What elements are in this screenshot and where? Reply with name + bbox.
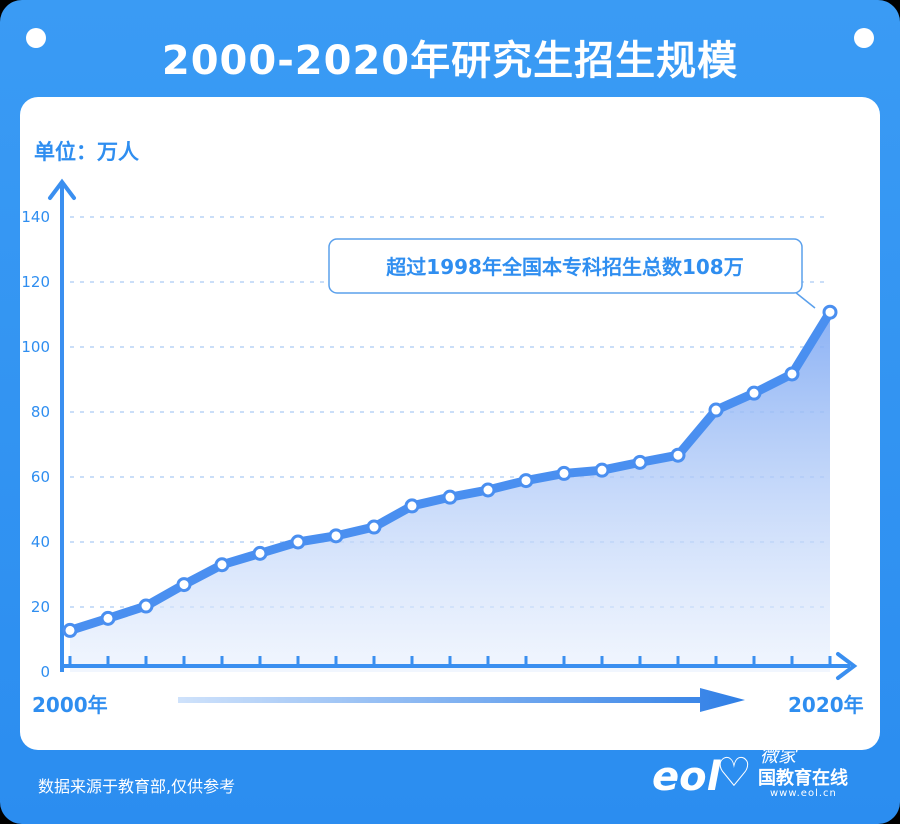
corner-dot bbox=[26, 28, 46, 48]
data-point bbox=[214, 557, 230, 573]
data-point bbox=[708, 402, 724, 418]
unit-label: 单位：万人 bbox=[34, 140, 139, 164]
data-point bbox=[252, 545, 268, 561]
heart-icon: ♡ bbox=[716, 750, 752, 796]
data-point bbox=[176, 577, 192, 593]
data-point bbox=[632, 454, 648, 470]
y-tick-label: 120 bbox=[21, 273, 50, 291]
data-point bbox=[366, 519, 382, 535]
data-point bbox=[100, 610, 116, 626]
x-start-label: 2000年 bbox=[32, 693, 108, 717]
data-point bbox=[594, 462, 610, 478]
y-tick-label: 140 bbox=[21, 208, 50, 226]
x-end-label: 2020年 bbox=[788, 693, 864, 717]
y-tick-label: 60 bbox=[31, 468, 50, 486]
data-point bbox=[62, 622, 78, 638]
brand-name: 国教育在线 bbox=[758, 768, 848, 789]
callout-box bbox=[328, 238, 803, 294]
data-point bbox=[328, 528, 344, 544]
source-note: 数据来源于教育部,仅供参考 bbox=[38, 777, 236, 796]
y-tick-labels: 0 20 40 60 80 100 120 140 bbox=[21, 208, 50, 681]
corner-dot bbox=[854, 28, 874, 48]
data-point bbox=[746, 385, 762, 401]
data-point bbox=[556, 465, 572, 481]
timeline-arrow bbox=[178, 688, 745, 712]
area-fill bbox=[70, 312, 830, 672]
callout-pointer bbox=[794, 291, 816, 309]
data-point bbox=[822, 304, 838, 320]
y-tick-label: 100 bbox=[21, 338, 50, 356]
data-point bbox=[404, 498, 420, 514]
brand-logo: eol ♡ 微家 国教育在线 www.eol.cn bbox=[652, 746, 882, 808]
y-tick-label: 0 bbox=[40, 663, 50, 681]
y-axis-arrow bbox=[48, 178, 76, 200]
data-point bbox=[518, 473, 534, 489]
callout-text: 超过1998年全国本专科招生总数108万 bbox=[385, 255, 743, 279]
data-point bbox=[480, 482, 496, 498]
annotation-callout: 超过1998年全国本专科招生总数108万 bbox=[328, 238, 816, 309]
data-point bbox=[138, 598, 154, 614]
chart-title: 2000-2020年研究生招生规模 bbox=[161, 38, 739, 84]
data-points bbox=[62, 304, 838, 638]
x-axis-arrow bbox=[836, 652, 858, 680]
logo-script: 微家 bbox=[760, 746, 796, 767]
logo-letters: eol bbox=[652, 754, 721, 800]
axes bbox=[48, 178, 858, 680]
data-point bbox=[670, 447, 686, 463]
data-point bbox=[442, 489, 458, 505]
y-tick-label: 20 bbox=[31, 598, 50, 616]
data-point bbox=[784, 366, 800, 382]
data-point bbox=[290, 534, 306, 550]
brand-url: www.eol.cn bbox=[770, 788, 837, 799]
y-tick-label: 40 bbox=[31, 533, 50, 551]
y-tick-label: 80 bbox=[31, 403, 50, 421]
